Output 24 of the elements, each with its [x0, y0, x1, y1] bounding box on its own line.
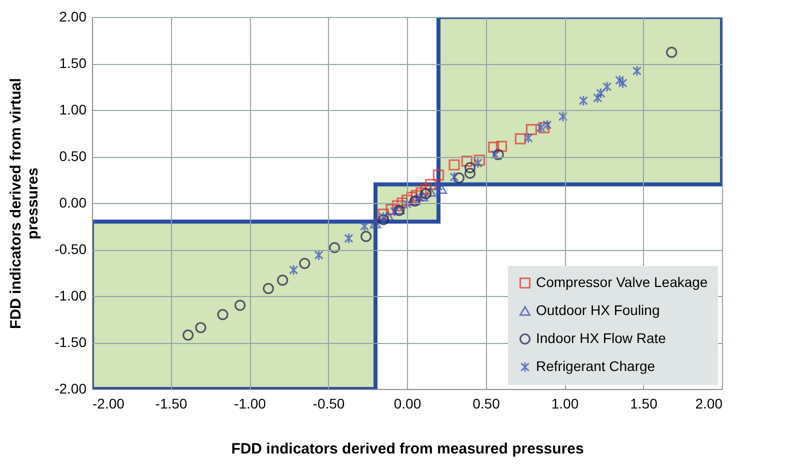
y-axis-title: FDD indicators derived from virtual pressures [8, 78, 42, 329]
y-tick-label: -0.50 [54, 241, 87, 257]
y-tick-label: 1.00 [59, 102, 87, 118]
x-tick-label: -2.00 [92, 396, 125, 412]
y-tick-label: 0.00 [59, 194, 87, 210]
legend-label: Indoor HX Flow Rate [536, 330, 666, 346]
y-tick-label: -1.00 [54, 288, 87, 304]
y-tick-label: 0.50 [59, 148, 87, 164]
y-tick-label: -2.00 [54, 380, 87, 396]
legend-label: Compressor Valve Leakage [536, 274, 708, 290]
x-tick-label: 0.00 [394, 396, 422, 412]
x-tick-label: -1.50 [155, 396, 188, 412]
x-tick-label: 2.00 [695, 396, 723, 412]
x-tick-label: -0.50 [312, 396, 345, 412]
legend-label: Outdoor HX Fouling [536, 302, 660, 318]
legend-label: Refrigerant Charge [536, 358, 656, 374]
x-axis-title: FDD indicators derived from measured pressures [231, 440, 584, 458]
x-tick-label: 1.00 [551, 396, 579, 412]
y-tick-label: 2.00 [59, 8, 87, 24]
y-tick-label: 1.50 [59, 55, 87, 71]
y-tick-label: -1.50 [54, 334, 87, 350]
x-tick-label: 0.50 [472, 396, 500, 412]
x-tick-label: 1.50 [630, 396, 658, 412]
x-tick-label: -1.00 [234, 396, 266, 412]
